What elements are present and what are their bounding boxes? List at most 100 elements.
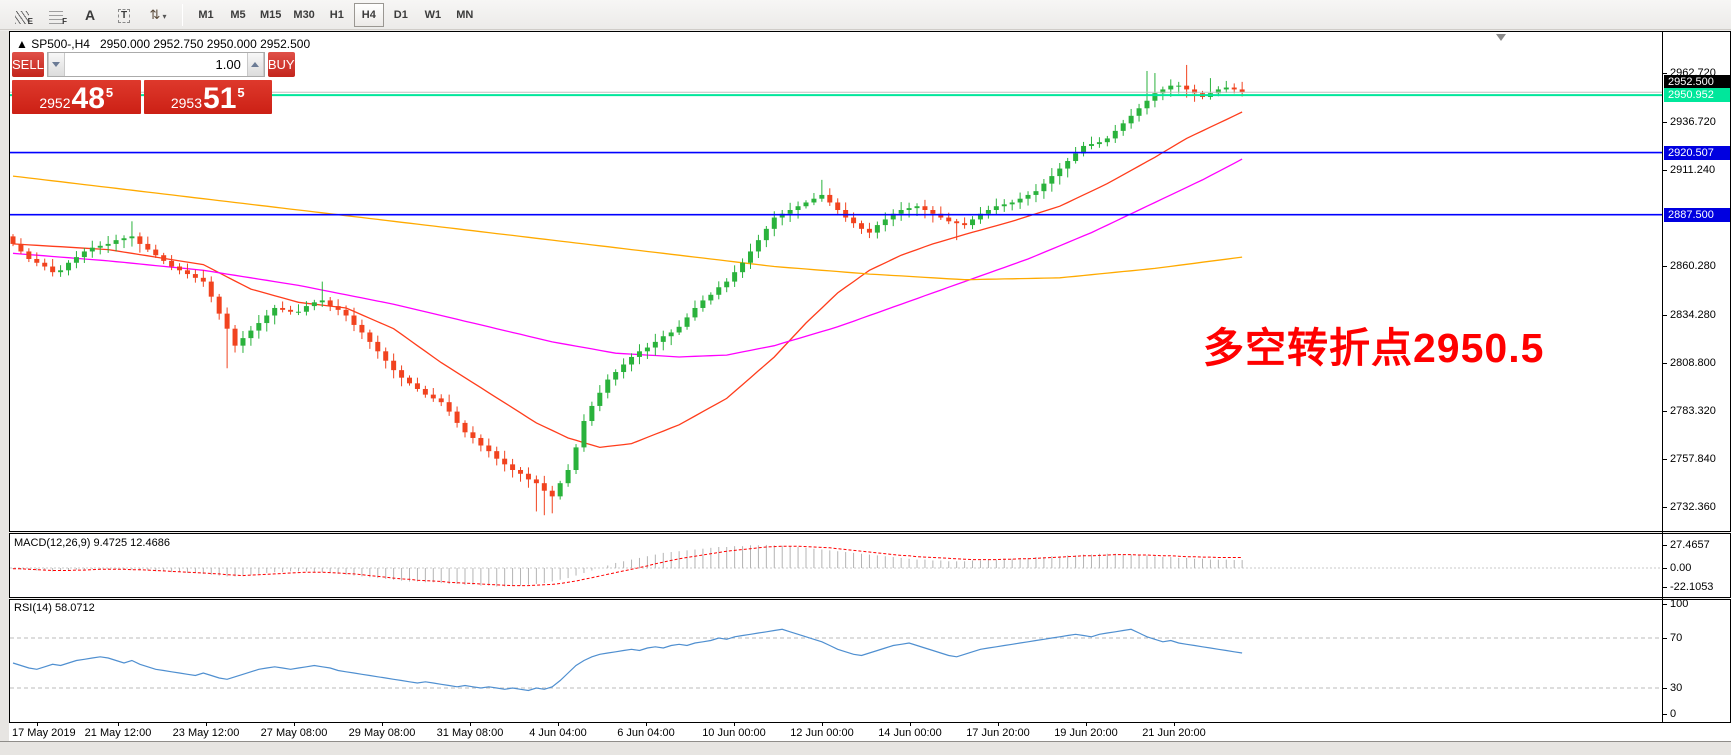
time-tick-mark: [558, 723, 559, 726]
chart-title: ▲ SP500-,H4 2950.000 2952.750 2950.000 29…: [16, 37, 310, 51]
price-tick-label: 2834.280: [1670, 308, 1716, 321]
candlestick-chart[interactable]: [10, 32, 1662, 531]
candle: [494, 446, 500, 466]
volume-increase-button[interactable]: [246, 53, 264, 76]
candle: [922, 199, 928, 219]
candle: [819, 179, 825, 202]
ma-mid-magenta: [12, 158, 1243, 358]
rsi-chart[interactable]: [10, 600, 1662, 722]
candle: [1001, 199, 1007, 212]
buy-button[interactable]: BUY: [267, 52, 295, 77]
price-axis[interactable]: 2962.720 2936.720 2911.240 2860.280 2834.280…: [1663, 31, 1731, 723]
ask-price[interactable]: 2953 51 5: [143, 80, 272, 115]
ohlc-values: 2950.000 2952.750 2950.000 2952.500: [99, 37, 311, 51]
candle: [58, 265, 64, 277]
candle: [414, 377, 420, 392]
candle: [660, 330, 666, 351]
candle: [1128, 108, 1134, 129]
equidistant-channel-tool[interactable]: E: [8, 3, 36, 27]
macd-pane[interactable]: [9, 533, 1731, 598]
time-axis[interactable]: 17 May 2019 21 May 12:00 23 May 12:00 27 Ma…: [9, 723, 1731, 741]
timeframe-w1[interactable]: W1: [418, 3, 448, 27]
macd-chart[interactable]: [10, 534, 1662, 597]
timeframe-m30[interactable]: M30: [288, 3, 319, 27]
time-tick-label: 14 Jun 00:00: [878, 727, 942, 739]
timeframe-h1[interactable]: H1: [322, 3, 352, 27]
candle: [1017, 192, 1023, 209]
candle: [549, 485, 555, 514]
triangle-down-icon: [52, 62, 61, 67]
rsi-tick-mark: [1663, 604, 1667, 605]
fibonacci-tool[interactable]: F: [42, 3, 70, 27]
price-tick-mark: [1663, 265, 1667, 267]
candle: [755, 234, 761, 259]
candle: [367, 329, 373, 349]
candle: [383, 347, 389, 369]
timeframe-mn[interactable]: MN: [450, 3, 480, 27]
candle: [1041, 179, 1047, 199]
macd-tick-mark: [1663, 568, 1667, 569]
candle: [446, 394, 452, 416]
arrows-tool[interactable]: ⇅ ▾: [144, 3, 172, 27]
timeframe-h4[interactable]: H4: [353, 2, 384, 27]
candle: [288, 305, 294, 315]
timeframe-d1[interactable]: D1: [386, 3, 416, 27]
candle: [232, 325, 238, 353]
candle: [422, 385, 428, 398]
rsi-pane[interactable]: [9, 599, 1731, 723]
ask-price-major: 2953: [170, 95, 203, 111]
candle: [518, 467, 524, 482]
candle: [763, 225, 769, 248]
candle: [66, 260, 72, 276]
candle: [303, 301, 309, 316]
candle: [605, 374, 611, 399]
candle: [50, 258, 56, 277]
ask-price-pips: 51: [203, 82, 237, 115]
volume-decrease-button[interactable]: [47, 53, 65, 76]
bid-price[interactable]: 2952 48 5: [12, 80, 141, 114]
price-marker-current-price: 2952.500: [1664, 75, 1730, 90]
time-tick-mark: [998, 723, 999, 726]
collapse-arrow-icon[interactable]: ▲: [16, 37, 28, 51]
chart-shift-marker-icon[interactable]: [1496, 34, 1506, 41]
candle: [636, 344, 642, 365]
candle: [732, 265, 738, 287]
candle: [740, 258, 746, 278]
price-tick-mark: [1663, 410, 1667, 412]
timeframe-m15[interactable]: M15: [255, 3, 286, 27]
window-left-edge: [0, 31, 9, 755]
timeframe-m1[interactable]: M1: [191, 3, 221, 27]
time-tick-label: 23 May 12:00: [172, 727, 240, 739]
time-tick-label: 29 May 08:00: [348, 727, 416, 739]
candle: [629, 353, 635, 372]
time-tick-mark: [206, 723, 207, 726]
candle: [129, 221, 135, 247]
volume-input[interactable]: [64, 53, 247, 76]
price-tick-mark: [1663, 506, 1667, 508]
candle: [1120, 119, 1126, 136]
timeframe-m5[interactable]: M5: [223, 3, 253, 27]
candle: [811, 193, 817, 206]
candle: [97, 241, 103, 255]
candle: [311, 299, 317, 311]
time-tick-mark: [822, 723, 823, 726]
sell-button[interactable]: SELL: [12, 52, 44, 77]
rsi-tick-label: 70: [1670, 632, 1683, 644]
candle: [470, 426, 476, 444]
candle: [438, 394, 444, 407]
text-label-tool[interactable]: A: [76, 3, 104, 27]
candle: [1065, 157, 1071, 178]
time-tick-mark: [382, 723, 383, 726]
text-tool[interactable]: T: [110, 3, 138, 27]
price-tick-mark: [1663, 314, 1667, 316]
candle: [34, 252, 40, 267]
ma-fast-red: [12, 111, 1243, 449]
macd-tick-mark: [1663, 586, 1667, 588]
candle: [462, 420, 468, 438]
candle: [1081, 141, 1087, 157]
candle: [684, 313, 690, 330]
candle: [486, 438, 492, 458]
candle: [113, 234, 119, 252]
window-bottom-edge: [0, 741, 1731, 755]
time-tick-mark: [37, 723, 38, 726]
